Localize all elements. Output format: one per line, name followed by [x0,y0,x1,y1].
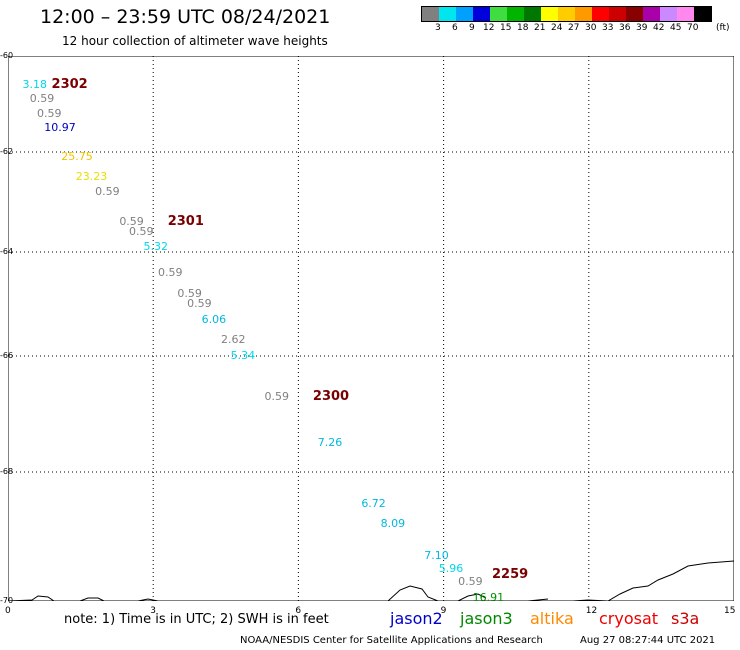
legend-tick: 9 [469,23,475,33]
legend-tick: 70 [687,23,699,33]
wave-height-label: 7.26 [317,436,343,449]
legend-unit: (ft) [716,23,730,33]
wave-height-label: 0.59 [187,297,212,310]
legend-tick: 6 [452,23,458,33]
pass-time-label: 2301 [167,214,204,229]
longitude-label: 15 [724,606,736,616]
wave-height-label: 6.72 [361,497,386,511]
wave-height-label: 0.59 [129,225,154,238]
legend-tick: 42 [653,23,665,33]
pass-time-label: 2300 [312,388,350,404]
timestamp: Aug 27 08:27:44 UTC 2021 [580,635,716,646]
legend-swatch [456,7,473,21]
longitude-label: 12 [585,606,598,616]
wave-height-label: 10.97 [44,121,76,134]
longitude-label: 3 [150,606,156,616]
wave-height-label: 6.06 [201,312,227,326]
wave-height-label: 5.34 [230,349,256,362]
wave-height-label: 0.59 [158,265,183,279]
legend-swatch [643,7,660,21]
legend-swatch [660,7,677,21]
satellite-name: jason3 [460,609,513,628]
pass-time-label: 2302 [51,76,88,92]
legend-swatch [439,7,456,21]
wave-height-label: 7.10 [424,548,449,562]
pass-time-label: 2259 [492,567,529,583]
wave-height-label: 0.59 [177,286,202,300]
legend-tick: 45 [670,23,682,33]
legend-swatch [626,7,643,21]
wave-height-label: 0.59 [264,389,290,403]
legend-swatch [677,7,694,21]
latitude-label: -64 [0,247,14,256]
legend-swatch [490,7,507,21]
wave-height-label: 5.32 [143,240,169,253]
legend-tick: 12 [483,23,495,33]
color-legend [421,6,712,22]
plot-border [8,56,734,601]
wave-height-label: 23.23 [75,170,108,183]
legend-swatch [694,7,711,21]
wave-height-label: 5.96 [438,561,464,575]
antarctic-coastline [8,560,734,601]
legend-tick: 15 [500,23,512,33]
satellite-name: s3a [671,609,700,628]
legend-tick: 21 [534,23,546,33]
note-text: note: 1) Time is in UTC; 2) SWH is in fe… [64,612,329,627]
legend-tick: 30 [585,23,597,33]
wave-height-label: 3.18 [22,77,48,91]
satellite-name: cryosat [599,609,659,628]
legend-tick: 36 [619,23,631,33]
latitude-label: -62 [0,147,14,156]
legend-tick: 24 [551,23,563,33]
map-plot-area [8,56,734,601]
legend-tick: 33 [602,23,614,33]
legend-swatch [422,7,439,21]
map-subtitle: 12 hour collection of altimeter wave hei… [62,34,328,48]
satellite-name: altika [530,609,574,628]
latitude-label: -66 [0,351,14,360]
longitude-label: 9 [440,606,447,616]
wave-height-label: 16.91 [472,590,505,604]
legend-swatch [575,7,592,21]
legend-swatch [609,7,626,21]
wave-height-label: 8.09 [380,516,406,530]
legend-swatch [541,7,558,21]
legend-tick: 18 [517,23,529,33]
latitude-label: -60 [0,51,14,60]
wave-height-label: 0.59 [95,185,120,198]
wave-height-label: 25.75 [61,150,93,163]
latitude-label: -68 [0,467,14,476]
legend-swatch [592,7,609,21]
latitude-label: -70 [0,596,14,605]
longitude-label: 0 [5,606,11,616]
longitude-label: 6 [295,606,302,616]
legend-tick: 27 [568,23,580,33]
credit-line: NOAA/NESDIS Center for Satellite Applica… [240,635,543,646]
legend-swatch [473,7,490,21]
satellite-name: jason2 [390,609,443,628]
map-title: 12:00 – 23:59 UTC 08/24/2021 [40,6,331,28]
graticule [8,56,734,601]
legend-swatch [507,7,524,21]
wave-height-label: 0.59 [119,215,144,228]
wave-height-label: 0.59 [29,92,55,106]
legend-swatch [524,7,541,21]
legend-tick: 3 [435,23,441,33]
legend-swatch [558,7,575,21]
wave-height-label: 0.59 [37,106,62,120]
wave-height-label: 0.59 [458,574,483,588]
wave-height-label: 2.62 [220,333,246,347]
legend-tick: 39 [636,23,648,33]
